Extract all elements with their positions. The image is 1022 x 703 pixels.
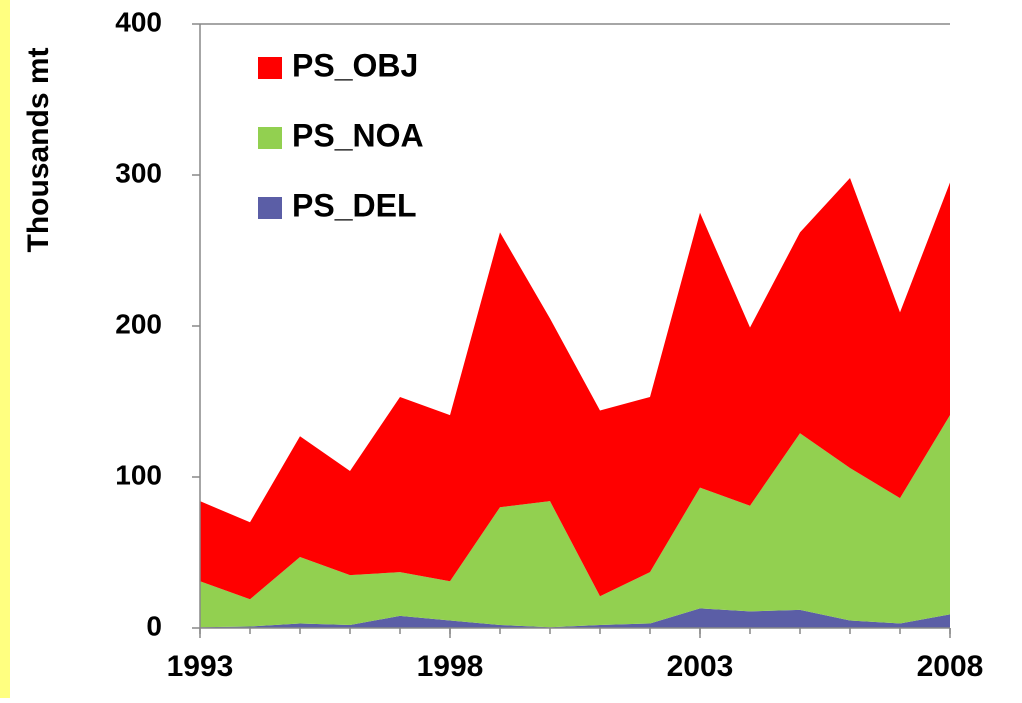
x-tick-label: 2003 <box>667 650 734 683</box>
x-tick-label: 1998 <box>417 650 484 683</box>
area <box>200 178 950 600</box>
x-tick-label: 2008 <box>917 650 984 683</box>
area <box>200 415 950 628</box>
y-tick-label: 200 <box>115 308 162 339</box>
area <box>200 608 950 628</box>
y-tick-label: 100 <box>115 459 162 490</box>
legend-swatch <box>258 197 282 219</box>
y-tick-label: 0 <box>146 610 162 641</box>
legend-label: PS_DEL <box>292 187 416 223</box>
legend-swatch <box>258 57 282 79</box>
y-tick-label: 400 <box>115 6 162 37</box>
legend-label: PS_NOA <box>292 117 424 153</box>
x-tick-label: 1993 <box>167 650 234 683</box>
y-axis-label: Thousands mt <box>22 47 55 252</box>
side-strip <box>0 0 10 698</box>
legend-swatch <box>258 127 282 149</box>
y-tick-label: 300 <box>115 157 162 188</box>
legend-label: PS_OBJ <box>292 47 418 83</box>
